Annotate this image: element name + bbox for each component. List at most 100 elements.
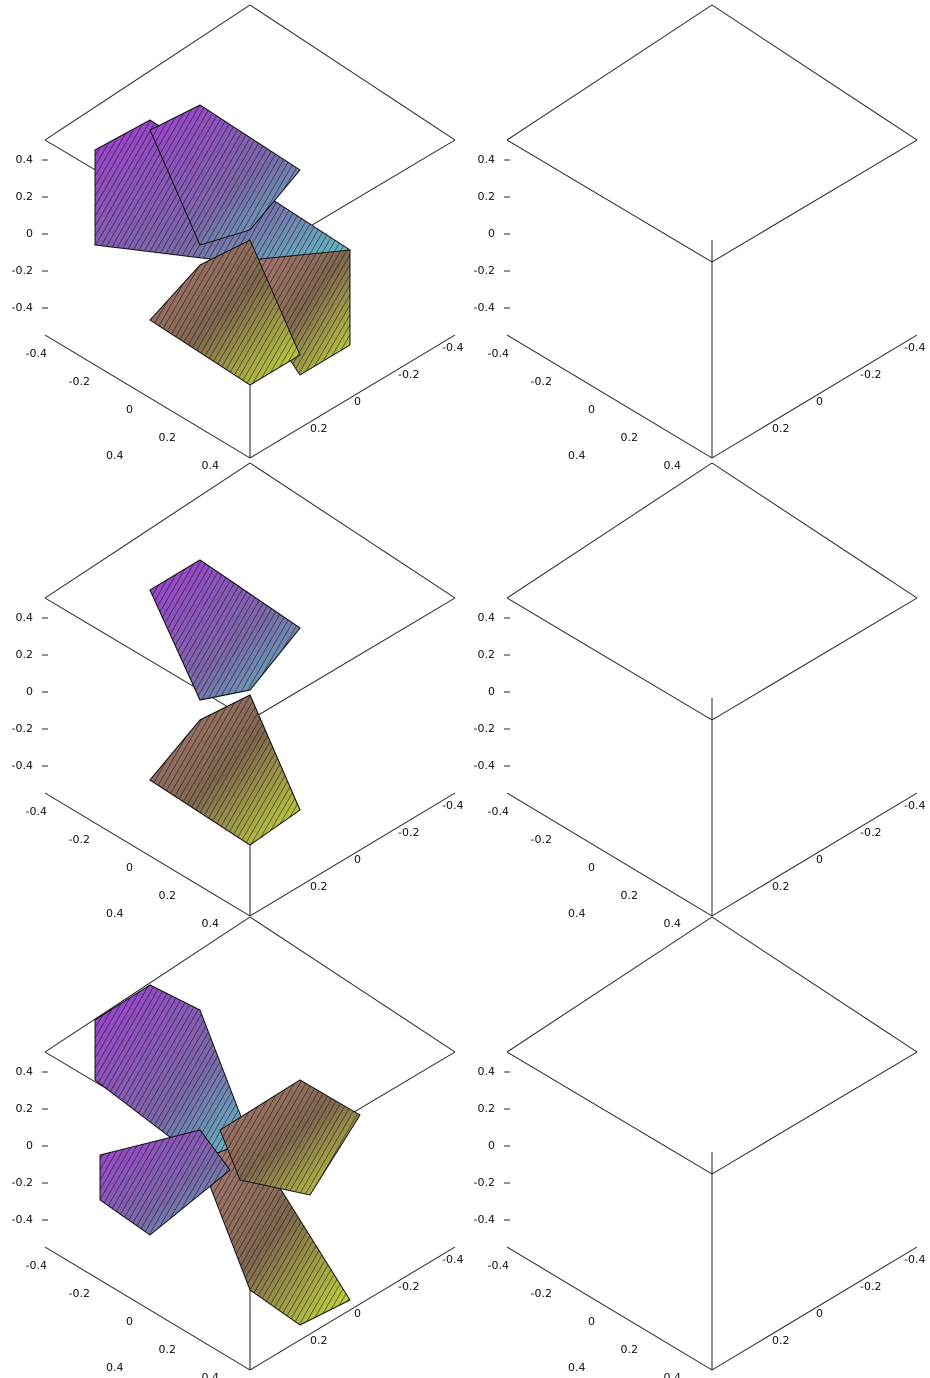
box-edge (44, 334, 251, 459)
z-tick-label: -0.4 (12, 1213, 33, 1226)
z-tick-label: 0.2 (16, 1102, 34, 1115)
x-tick-label: 0 (588, 861, 595, 874)
z-tick-label: -0.4 (12, 301, 33, 314)
y-tick-label: 0 (816, 853, 823, 866)
z-tick-label: 0.2 (478, 648, 496, 661)
z-tick-label: 0.4 (16, 1065, 34, 1078)
surface-mesh (95, 985, 250, 1160)
box-edge (506, 334, 713, 459)
z-tick-label: 0.4 (16, 611, 34, 624)
z-tick-label: 0.2 (16, 648, 34, 661)
x-tick-label: -0.2 (69, 1287, 90, 1300)
x-tick-label: 0 (126, 861, 133, 874)
x-tick-label: 0.2 (159, 1343, 177, 1356)
z-tick-label: -0.2 (474, 722, 495, 735)
y-tick-label: -0.2 (398, 826, 419, 839)
box-edge (44, 597, 251, 721)
box-edge (44, 4, 251, 141)
y-tick-label: 0.4 (568, 907, 586, 920)
box-edge (249, 4, 456, 141)
box-edge (711, 597, 918, 721)
x-tick-label: 0.2 (159, 431, 177, 444)
z-tick-label: -0.2 (12, 1176, 33, 1189)
y-tick-label: -0.4 (904, 1253, 925, 1266)
z-tick-label: 0.4 (478, 1065, 496, 1078)
box-edge (249, 1246, 456, 1371)
y-tick-label: 0.2 (772, 1334, 790, 1347)
x-tick-label: 0.4 (664, 459, 682, 472)
z-tick-label: 0 (488, 1139, 495, 1152)
box-edge (711, 792, 918, 917)
z-tick-label: -0.2 (474, 264, 495, 277)
y-tick-label: -0.2 (398, 368, 419, 381)
x-tick-label: 0 (126, 1315, 133, 1328)
x-tick-label: -0.4 (26, 347, 47, 360)
x-tick-label: -0.2 (531, 833, 552, 846)
x-tick-label: -0.4 (488, 1259, 509, 1272)
x-tick-label: 0.2 (159, 889, 177, 902)
x-tick-label: 0.4 (202, 1371, 220, 1378)
y-tick-label: 0 (816, 395, 823, 408)
z-tick-label: 0 (26, 685, 33, 698)
y-tick-label: -0.4 (442, 1253, 463, 1266)
z-tick-label: 0.2 (16, 190, 34, 203)
x-tick-label: -0.2 (69, 833, 90, 846)
y-tick-label: 0 (354, 1307, 361, 1320)
y-tick-label: 0.4 (106, 449, 124, 462)
z-tick-label: -0.2 (474, 1176, 495, 1189)
x-tick-label: -0.4 (26, 1259, 47, 1272)
z-tick-label: 0.4 (478, 611, 496, 624)
z-tick-label: -0.4 (12, 759, 33, 772)
z-tick-label: -0.2 (12, 264, 33, 277)
z-tick-label: -0.4 (474, 301, 495, 314)
plot-panel: 0.4 0.2 0 -0.2 -0.4 -0.4 -0.2 0 0.2 0.4 -0.4 -0.2 0 0… (149, 462, 925, 930)
surface-mesh (150, 240, 300, 385)
y-tick-label: -0.4 (442, 341, 463, 354)
box-edge (711, 1051, 918, 1175)
box-edge (506, 4, 713, 141)
y-tick-label: 0.2 (310, 880, 328, 893)
y-tick-label: -0.2 (860, 1280, 881, 1293)
box-edge (249, 334, 456, 459)
y-tick-label: 0.2 (772, 880, 790, 893)
y-tick-label: -0.2 (860, 368, 881, 381)
box-edge (249, 916, 456, 1053)
box-edge (711, 462, 918, 599)
y-tick-label: 0 (816, 1307, 823, 1320)
y-tick-label: -0.2 (860, 826, 881, 839)
y-tick-label: 0 (354, 395, 361, 408)
y-tick-label: 0.2 (310, 1334, 328, 1347)
x-tick-label: 0.4 (202, 917, 220, 930)
z-tick-label: 0.2 (478, 1102, 496, 1115)
x-tick-label: -0.4 (26, 805, 47, 818)
box-edge (711, 4, 918, 141)
box-edge (249, 597, 456, 721)
y-tick-label: -0.2 (398, 1280, 419, 1293)
x-tick-label: 0 (126, 403, 133, 416)
surface-mesh (150, 695, 300, 845)
plot-panel: 0.4 0.2 0 -0.2 -0.4 -0.4 -0.2 0 0.2 0.4 -0.4 -0.2 0 0… (12, 4, 463, 472)
box-edge (44, 1246, 251, 1371)
y-tick-label: 0.4 (568, 1361, 586, 1374)
x-tick-label: 0.2 (621, 1343, 639, 1356)
x-tick-label: 0.4 (202, 459, 220, 472)
z-tick-label: -0.2 (12, 722, 33, 735)
box-edge (506, 139, 713, 263)
x-tick-label: 0 (588, 1315, 595, 1328)
x-tick-label: 0.2 (621, 431, 639, 444)
y-tick-label: -0.4 (904, 341, 925, 354)
box-edge (249, 462, 456, 599)
z-tick-label: 0 (26, 1139, 33, 1152)
box-edge (249, 792, 456, 917)
y-tick-label: 0.2 (772, 422, 790, 435)
x-tick-label: -0.2 (531, 375, 552, 388)
x-tick-label: 0.4 (664, 1371, 682, 1378)
x-tick-label: -0.2 (69, 375, 90, 388)
plot-panel: 0.4 0.2 0 -0.2 -0.4 -0.4 -0.2 0 0.2 0.4 -0.4 -0.2 0 0… (99, 916, 925, 1378)
z-tick-label: 0.4 (16, 153, 34, 166)
box-edge (506, 916, 713, 1053)
y-tick-label: 0.4 (106, 907, 124, 920)
plot-panel: 0.4 0.2 0 -0.2 -0.4 -0.4 -0.2 0 0.2 0.4 -0.4 -0.2 0 0… (149, 4, 925, 472)
box-edge (506, 597, 713, 721)
